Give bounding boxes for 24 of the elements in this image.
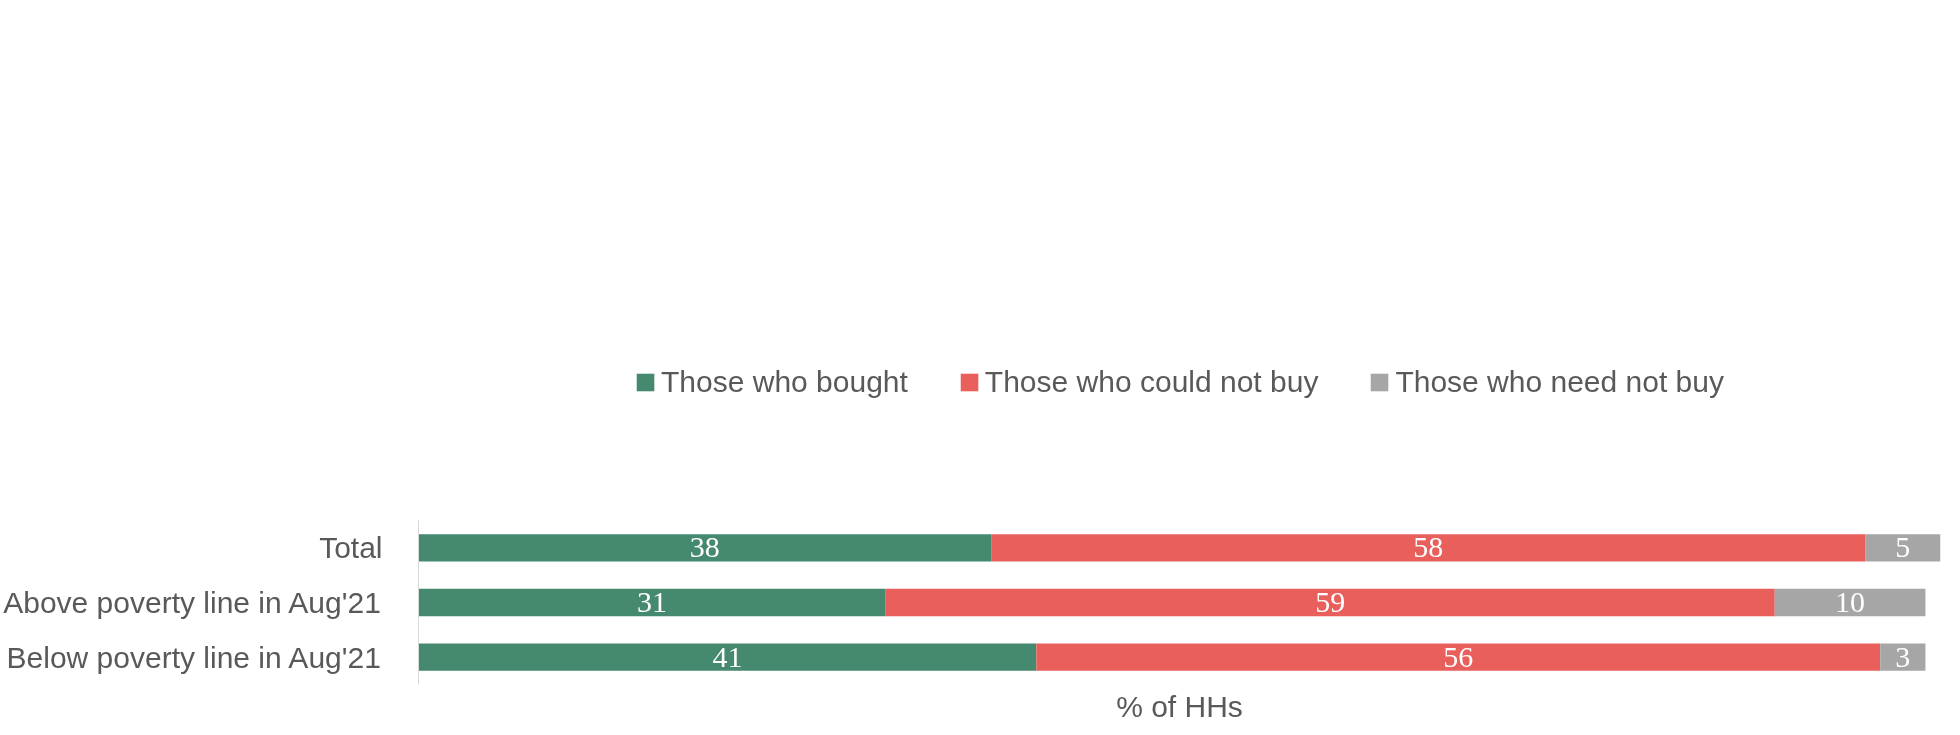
y-tick-label: Above poverty line in Aug'21: [3, 586, 381, 619]
legend-label: Those who could not buy: [984, 364, 1319, 399]
bar: [418, 643, 1037, 671]
legend-label: Those who need not buy: [1395, 364, 1724, 399]
data-label: 41: [712, 639, 743, 673]
bar: [1774, 588, 1926, 617]
bar: [991, 534, 1866, 562]
data-label: 56: [1443, 639, 1474, 673]
data-label: 38: [689, 530, 720, 564]
y-tick-label: Total: [319, 531, 383, 565]
data-label: 59: [1315, 585, 1346, 618]
data-label: 31: [637, 585, 668, 618]
data-label: 3: [1895, 639, 1911, 673]
x-axis-title: % of HHs: [1116, 689, 1243, 723]
bar: [1036, 643, 1881, 671]
legend-label: Those who bought: [661, 364, 908, 399]
bar: [418, 534, 992, 562]
bar: [418, 588, 886, 617]
data-label: 10: [1835, 585, 1866, 618]
y-tick-label: Below poverty line in Aug'21: [6, 640, 381, 674]
data-label: 58: [1413, 530, 1444, 564]
bar: [885, 588, 1775, 617]
bar: [1865, 534, 1941, 562]
data-label: 5: [1895, 530, 1911, 564]
